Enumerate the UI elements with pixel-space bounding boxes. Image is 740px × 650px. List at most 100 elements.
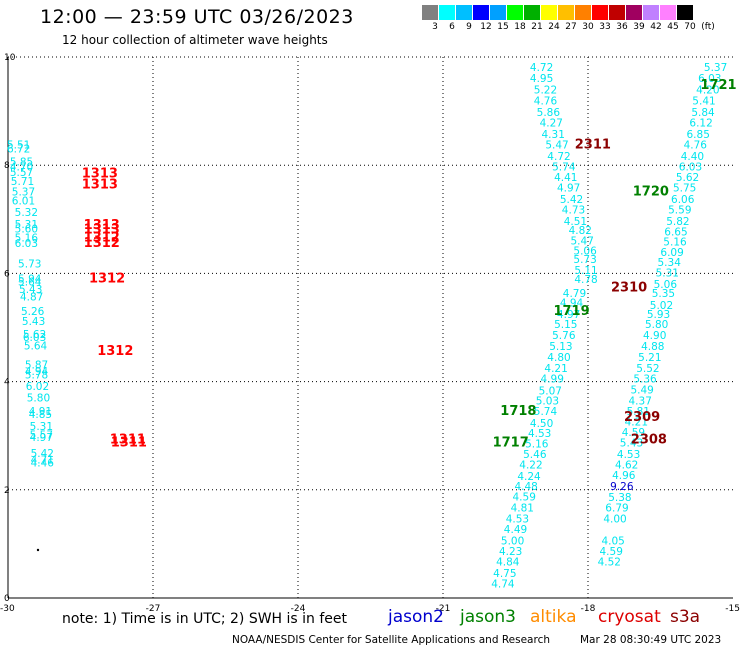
wave-height-value: 5.76 <box>552 330 576 342</box>
figure-subtitle: 12 hour collection of altimeter wave hei… <box>62 33 328 47</box>
wave-height-value: 4.94 <box>25 366 49 378</box>
wave-height-value: 6.79 <box>605 503 628 515</box>
wave-height-value: 4.27 <box>540 118 563 130</box>
generated-timestamp: Mar 28 08:30:49 UTC 2023 <box>580 634 722 646</box>
legend-label: 45 <box>667 22 679 32</box>
wave-height-value: 5.57 <box>10 167 33 179</box>
wave-height-value: 5.85 <box>10 157 33 169</box>
wave-height-value: 4.70 <box>10 161 33 173</box>
legend-label: 3 <box>432 22 438 32</box>
x-tick-label: -27 <box>146 604 161 614</box>
wave-height-value: 4.91 <box>29 406 52 418</box>
wave-height-value: 4.59 <box>513 491 536 503</box>
satellite-jason3: jason3 <box>460 607 516 627</box>
satellite-jason2: jason2 <box>388 607 444 627</box>
wave-height-value: 4.88 <box>641 341 664 353</box>
wave-height-value: 4.24 <box>517 471 541 483</box>
wave-height-value: 4.50 <box>530 418 553 430</box>
pass-time-label: 1717 <box>493 436 529 451</box>
legend-swatch <box>677 5 694 20</box>
wave-height-value: 5.94 <box>18 273 42 285</box>
wave-height-value: 5.75 <box>673 183 696 195</box>
wave-height-value: 4.21 <box>625 416 648 428</box>
legend-label: 15 <box>497 22 509 32</box>
pass-time-label: 1311 <box>110 433 146 448</box>
wave-height-value: 4.53 <box>506 513 529 525</box>
wave-height-value: 5.60 <box>15 224 38 236</box>
wave-height-value: 4.41 <box>554 172 577 184</box>
legend-swatch <box>490 5 507 20</box>
wave-height-value: 5.82 <box>666 216 689 228</box>
pass-time-label: 1720 <box>633 184 669 199</box>
wave-height-value: 5.47 <box>571 236 594 248</box>
wave-height-value: 4.53 <box>528 428 551 440</box>
wave-height-value: 4.59 <box>600 546 623 558</box>
wave-height-value: 6.65 <box>664 227 687 239</box>
x-tick-label: -15 <box>725 604 740 614</box>
wave-height-value: 5.57 <box>30 429 53 441</box>
pass-time-label: 2310 <box>611 281 647 296</box>
wave-height-value: 5.43 <box>620 438 643 450</box>
legend-label: 30 <box>582 22 594 32</box>
wave-height-value: 5.16 <box>15 233 39 245</box>
wave-height-value: 4.81 <box>511 503 534 515</box>
legend-swatch <box>592 5 609 20</box>
wave-height-value: 5.59 <box>668 205 691 217</box>
wave-height-value: 5.31 <box>15 219 38 231</box>
wave-height-value: 5.49 <box>630 385 653 397</box>
wave-height-value: 4.97 <box>557 183 580 195</box>
wave-height-value: 5.06 <box>573 245 597 257</box>
legend-swatch <box>575 5 592 20</box>
wave-height-value: 6.85 <box>687 129 710 141</box>
x-tick-label: -18 <box>581 604 596 614</box>
wave-height-value: 5.00 <box>501 535 524 547</box>
wave-height-value: 4.23 <box>499 546 522 558</box>
wave-height-value: 4.78 <box>574 274 597 286</box>
wave-height-value: 6.72 <box>7 143 30 155</box>
legend-swatch <box>643 5 660 20</box>
marker-dot <box>36 548 40 552</box>
wave-height-value: 5.46 <box>523 449 547 461</box>
wave-height-value: 4.40 <box>681 151 704 163</box>
wave-height-value: 5.43 <box>19 284 42 296</box>
legend-swatch <box>439 5 456 20</box>
pass-time-label: 1312 <box>84 231 120 246</box>
wave-height-value: 4.31 <box>542 129 565 141</box>
wave-height-value: 5.43 <box>22 316 45 328</box>
legend-swatch <box>660 5 677 20</box>
wave-height-value: 4.97 <box>30 432 53 444</box>
x-tick-label: -21 <box>436 604 451 614</box>
wave-height-value: 5.21 <box>638 352 661 364</box>
wave-height-value: 5.62 <box>676 172 699 184</box>
wave-height-value: 5.37 <box>704 62 727 74</box>
x-tick-label: -24 <box>291 604 306 614</box>
legend-swatch <box>626 5 643 20</box>
wave-height-value: 5.13 <box>549 341 572 353</box>
wave-height-value: 4.99 <box>541 373 564 385</box>
wave-height-value: 9.26 <box>610 481 634 493</box>
pass-time-label: 1311 <box>111 436 147 451</box>
wave-height-value: 4.22 <box>519 460 542 472</box>
wave-height-value: 5.81 <box>627 406 650 418</box>
pass-time-label: 1719 <box>553 304 589 319</box>
wave-height-value: 5.06 <box>654 279 678 291</box>
wave-height-value: 4.48 <box>514 481 537 493</box>
wave-height-value: 4.00 <box>603 513 626 525</box>
wave-height-value: 6.03 <box>23 332 46 344</box>
legend-label: 70 <box>684 22 696 32</box>
wave-height-value: 4.37 <box>629 395 652 407</box>
legend-label: 42 <box>650 22 662 32</box>
wave-height-value: 5.34 <box>658 257 682 269</box>
legend-label: 33 <box>599 22 611 32</box>
wave-height-value: 4.05 <box>601 535 624 547</box>
wave-height-value: 6.06 <box>671 194 695 206</box>
legend-label: 27 <box>565 22 577 32</box>
wave-height-value: 5.36 <box>633 373 657 385</box>
wave-height-value: 5.64 <box>18 277 42 289</box>
pass-time-label: 1313 <box>84 222 120 237</box>
wave-height-value: 5.41 <box>692 96 715 108</box>
color-scale-legend <box>422 5 694 20</box>
wave-height-value: 5.74 <box>552 161 576 173</box>
legend-swatch <box>456 5 473 20</box>
